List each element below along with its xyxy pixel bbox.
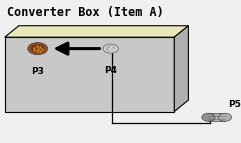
- Circle shape: [31, 45, 44, 52]
- Polygon shape: [174, 26, 188, 112]
- Circle shape: [107, 46, 115, 51]
- Text: P4: P4: [104, 66, 117, 75]
- Circle shape: [218, 113, 232, 121]
- Circle shape: [202, 113, 215, 121]
- Text: P5: P5: [228, 100, 241, 109]
- Text: Converter Box (Item A): Converter Box (Item A): [7, 6, 164, 19]
- Polygon shape: [208, 113, 225, 121]
- Text: P3: P3: [31, 67, 44, 77]
- Polygon shape: [5, 26, 188, 37]
- Circle shape: [28, 43, 47, 55]
- Circle shape: [103, 44, 118, 53]
- Polygon shape: [5, 37, 174, 112]
